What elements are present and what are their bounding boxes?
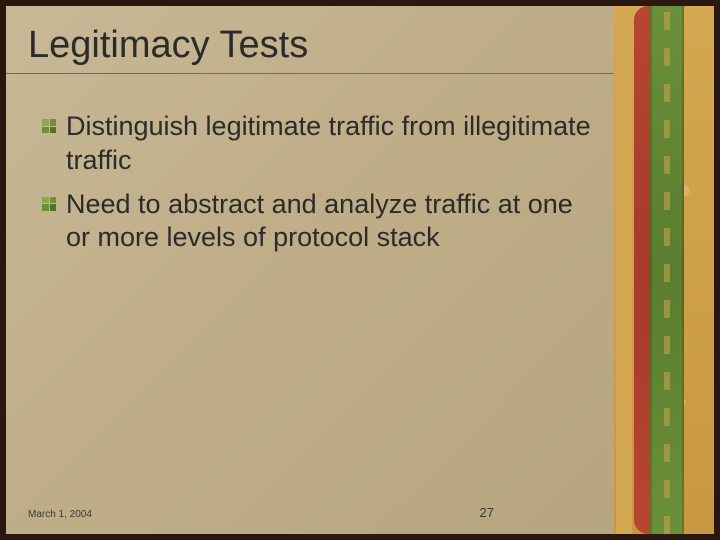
footer-date: March 1, 2004: [28, 509, 92, 520]
decorative-band: [614, 6, 714, 534]
slide-title: Legitimacy Tests: [28, 24, 604, 67]
bullet-icon: [42, 197, 56, 211]
list-item: Need to abstract and analyze traffic at …: [42, 188, 604, 256]
slide-footer: March 1, 2004 27: [28, 505, 494, 520]
title-underline: [6, 73, 614, 74]
decorative-stripe-green: [650, 6, 684, 534]
footer-page-number: 27: [480, 505, 494, 520]
slide: Legitimacy Tests Distinguish legitimate …: [6, 6, 714, 534]
bullet-text: Need to abstract and analyze traffic at …: [66, 188, 604, 256]
decorative-stripe-gold: [616, 6, 632, 534]
slide-content: Legitimacy Tests Distinguish legitimate …: [6, 6, 614, 534]
bullet-list: Distinguish legitimate traffic from ille…: [28, 110, 604, 255]
list-item: Distinguish legitimate traffic from ille…: [42, 110, 604, 178]
bullet-icon: [42, 119, 56, 133]
bullet-text: Distinguish legitimate traffic from ille…: [66, 110, 604, 178]
